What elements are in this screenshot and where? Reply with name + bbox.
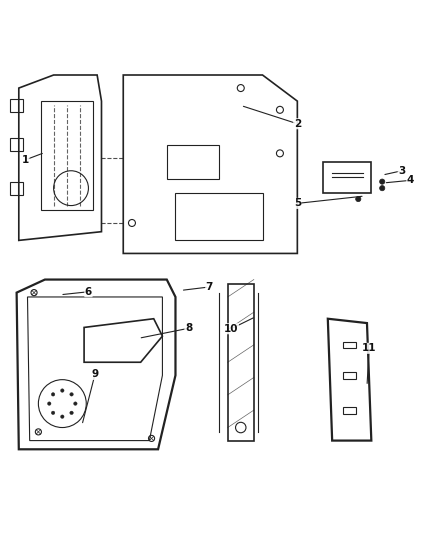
Circle shape [47, 402, 51, 405]
Text: 4: 4 [407, 175, 414, 185]
Text: 3: 3 [398, 166, 406, 176]
Bar [41, 101, 93, 210]
Text: 11: 11 [362, 343, 376, 353]
Circle shape [60, 415, 64, 418]
Circle shape [70, 411, 73, 415]
Circle shape [380, 185, 385, 191]
Circle shape [74, 402, 77, 405]
Circle shape [356, 197, 361, 201]
Text: 7: 7 [206, 282, 213, 292]
Circle shape [60, 389, 64, 392]
Text: 10: 10 [224, 324, 238, 334]
Text: 8: 8 [185, 324, 192, 333]
Text: 6: 6 [85, 287, 92, 297]
Bar [10, 99, 23, 112]
Bar [343, 407, 356, 414]
Circle shape [51, 411, 55, 415]
Text: 1: 1 [22, 155, 29, 165]
Bar [10, 182, 23, 195]
Bar [10, 138, 23, 151]
Circle shape [70, 393, 73, 396]
Bar [343, 372, 356, 379]
Circle shape [380, 179, 385, 184]
Circle shape [51, 393, 55, 396]
Text: 5: 5 [294, 198, 301, 208]
Text: 9: 9 [92, 369, 99, 379]
Bar [343, 342, 356, 349]
Text: 2: 2 [294, 119, 301, 129]
